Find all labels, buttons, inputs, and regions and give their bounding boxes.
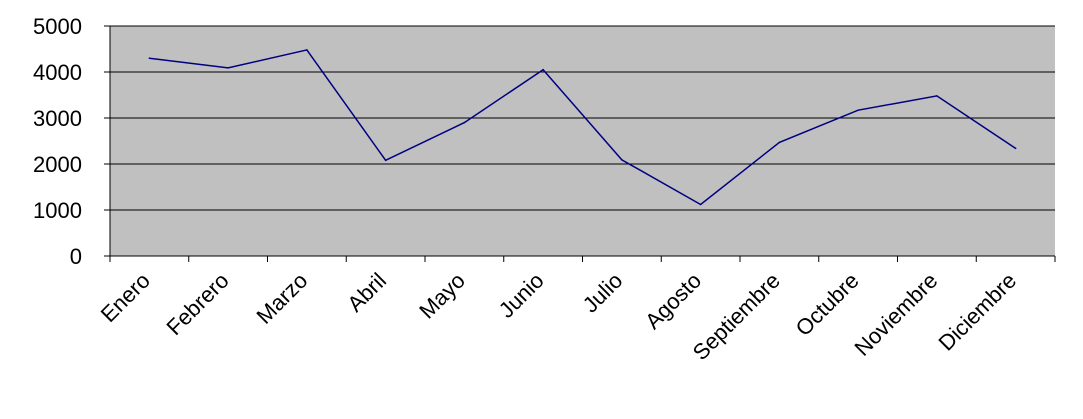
data-point xyxy=(306,49,308,51)
data-point xyxy=(621,159,623,161)
x-tick-label: Febrero xyxy=(162,268,234,340)
y-axis-tick-labels: 0 1000 2000 3000 4000 5000 xyxy=(33,14,82,269)
data-point xyxy=(936,95,938,97)
y-tick-label: 3000 xyxy=(33,106,82,131)
data-point xyxy=(778,141,781,144)
axes xyxy=(104,25,1056,262)
series-layer xyxy=(148,49,1017,206)
x-tick-label: Junio xyxy=(494,268,549,323)
y-tick-label: 5000 xyxy=(33,14,82,39)
data-point xyxy=(384,159,387,162)
data-point xyxy=(1014,147,1017,150)
data-point xyxy=(857,109,859,111)
gridlines xyxy=(110,25,1055,211)
series-line xyxy=(149,49,1017,206)
x-tick-label: Mayo xyxy=(414,268,470,324)
x-axis-tick-labels: Enero Febrero Marzo Abril Mayo Junio Julio Agos… xyxy=(96,268,1021,365)
y-tick-label: 1000 xyxy=(33,198,82,223)
data-point xyxy=(699,203,702,206)
x-tick-label: Noviembre xyxy=(850,268,943,361)
plot-area xyxy=(110,26,1055,256)
data-point xyxy=(148,57,151,59)
x-tick-label: Octubre xyxy=(791,268,864,341)
y-tick-label: 2000 xyxy=(33,152,82,177)
data-point xyxy=(463,121,466,124)
x-tick-label: Agosto xyxy=(640,268,706,334)
x-tick-label: Abril xyxy=(342,268,391,317)
x-tick-label: Marzo xyxy=(252,268,313,329)
x-tick-label: Diciembre xyxy=(933,268,1021,356)
y-tick-label: 0 xyxy=(70,244,82,269)
y-tick-label: 4000 xyxy=(33,60,82,85)
x-tick-label: Julio xyxy=(578,268,628,318)
x-tick-label: Enero xyxy=(96,268,155,327)
data-point xyxy=(542,68,544,71)
data-point xyxy=(227,67,229,69)
